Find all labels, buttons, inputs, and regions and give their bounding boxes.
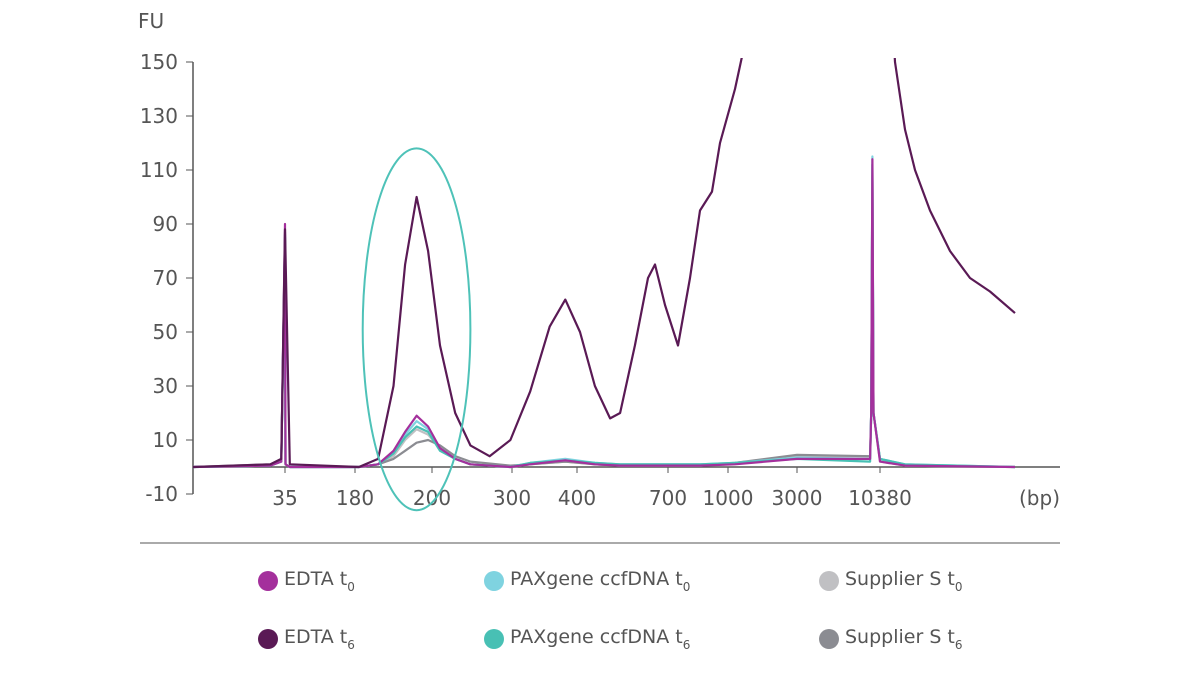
x-axis-label: (bp) [1019,486,1060,510]
y-tick-label: 50 [153,320,178,344]
y-tick-label: -10 [145,482,178,506]
legend-item: EDTA t0 [258,568,355,594]
series-line-supplier-s-t0 [193,168,1016,469]
x-tick-label: 180 [336,486,374,510]
series-line-paxgene-ccfdna-t0 [193,155,1016,469]
legend-item: PAXgene ccfDNA t0 [484,568,690,594]
highlight-ellipse [361,147,472,512]
legend-item: Supplier S t6 [819,626,963,652]
series-line-edta-t0 [193,158,1016,469]
legend-swatch [484,571,504,591]
series-line-paxgene-ccfdna-t6 [193,163,1016,469]
legend-swatch [484,629,504,649]
x-tick-label: 200 [413,486,451,510]
y-tick-label: 130 [140,104,178,128]
legend-swatch [819,571,839,591]
x-tick-label: 300 [493,486,531,510]
legend-label: Supplier S t6 [845,626,963,652]
legend-label: Supplier S t0 [845,568,963,594]
x-tick-label: 1000 [703,486,754,510]
legend-label: EDTA t0 [284,568,355,594]
legend-swatch [258,571,278,591]
x-tick-label: 700 [649,486,687,510]
legend-label: EDTA t6 [284,626,355,652]
legend-swatch [819,629,839,649]
legend-item: EDTA t6 [258,626,355,652]
y-tick-label: 110 [140,158,178,182]
y-tick-label: 30 [153,374,178,398]
y-tick-label: 70 [153,266,178,290]
y-tick-label: 150 [140,50,178,74]
legend-item: Supplier S t0 [819,568,963,594]
x-tick-label: 35 [272,486,297,510]
x-tick-label: 400 [558,486,596,510]
legend-label: PAXgene ccfDNA t6 [510,626,691,652]
legend-item: PAXgene ccfDNA t6 [484,626,690,652]
x-tick-label: 10380 [848,486,912,510]
legend-label: PAXgene ccfDNA t0 [510,568,691,594]
y-tick-label: 10 [153,428,178,452]
series-line-edta-t6 [193,58,1016,469]
y-axis-label: FU [138,9,164,33]
legend-swatch [258,629,278,649]
y-tick-label: 90 [153,212,178,236]
x-tick-label: 3000 [772,486,823,510]
series-line-supplier-s-t6 [193,174,1016,469]
